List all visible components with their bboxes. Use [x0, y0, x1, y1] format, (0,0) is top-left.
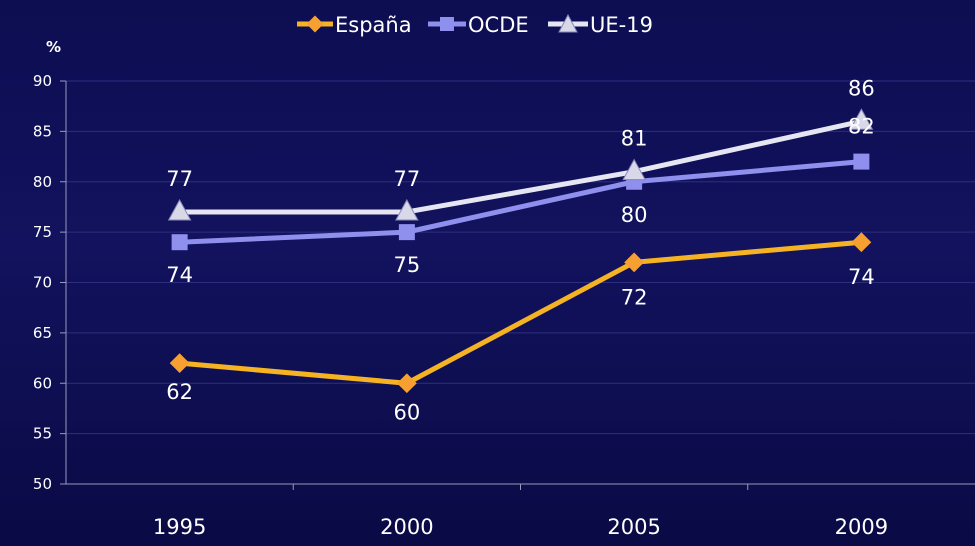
y-axis-unit-label: % — [46, 38, 61, 56]
legend-item-ocde: OCDE — [428, 13, 529, 37]
series-line — [179, 239, 862, 386]
data-label: 86 — [848, 76, 875, 100]
data-label: 80 — [621, 203, 648, 227]
data-label: 62 — [166, 380, 193, 404]
data-point-diamond — [624, 252, 645, 273]
legend: España OCDE UE-19 — [297, 13, 653, 37]
legend-square-marker — [440, 17, 454, 31]
data-label: 81 — [621, 127, 648, 151]
legend-item-ue19: UE-19 — [548, 13, 653, 37]
y-tick-label: 65 — [33, 324, 52, 342]
data-point-triangle — [622, 158, 646, 181]
gridlines — [66, 80, 975, 435]
data-label: 74 — [848, 265, 875, 289]
y-tick-label: 85 — [33, 122, 52, 140]
series-line — [179, 159, 862, 245]
axes: 50 55 60 65 70 75 80 85 90 1995 2000 2005 2009 — [33, 72, 975, 539]
series-line — [179, 118, 862, 215]
data-label: 74 — [166, 263, 193, 287]
data-label: 77 — [166, 167, 193, 191]
x-tick-label: 2009 — [835, 515, 888, 539]
data-label: 60 — [394, 400, 421, 424]
data-point-diamond — [169, 353, 190, 373]
y-tick-label: 50 — [33, 475, 52, 493]
y-tick-label: 75 — [33, 223, 52, 241]
legend-diamond-marker — [306, 15, 324, 33]
legend-triangle-marker — [558, 13, 578, 33]
data-point-diamond — [851, 232, 872, 253]
legend-label-ocde: OCDE — [468, 13, 529, 37]
legend-item-espana: España — [297, 13, 412, 37]
x-tick-label: 2005 — [607, 515, 660, 539]
series — [167, 108, 874, 394]
data-label: 75 — [394, 253, 421, 277]
y-tick-label: 55 — [33, 425, 52, 443]
data-point-triangle — [849, 108, 874, 130]
data-point-square — [853, 153, 870, 170]
y-tick-label: 70 — [33, 274, 52, 292]
y-tick-label: 80 — [33, 173, 52, 191]
data-label: 72 — [621, 285, 648, 309]
legend-label-ue19: UE-19 — [590, 13, 653, 37]
data-label: 77 — [394, 167, 421, 191]
data-point-triangle — [167, 198, 192, 221]
data-label: 82 — [848, 115, 875, 139]
y-tick-label: 90 — [33, 72, 52, 90]
data-point-square — [398, 224, 415, 241]
y-tick-label: 60 — [33, 374, 52, 392]
x-tick-label: 1995 — [153, 515, 206, 539]
data-point-triangle — [395, 198, 419, 221]
data-point-square — [171, 234, 188, 251]
legend-label-espana: España — [335, 13, 412, 37]
data-labels: 62 60 72 74 74 75 80 82 77 77 81 86 — [166, 76, 874, 424]
x-tick-label: 2000 — [380, 515, 433, 539]
data-point-diamond — [396, 373, 417, 394]
